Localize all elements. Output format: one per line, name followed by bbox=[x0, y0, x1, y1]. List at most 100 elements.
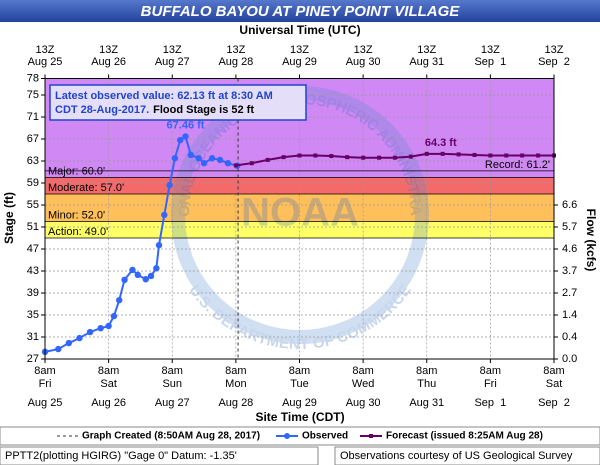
x-tick-utc-date: Aug 31 bbox=[409, 56, 444, 68]
y2-tick-label: 2.7 bbox=[562, 287, 577, 299]
point bbox=[208, 155, 216, 162]
footer-left: PPTT2(plotting HGIRG) "Gage 0" Datum: -1… bbox=[5, 450, 237, 462]
y2-tick-label: 3.7 bbox=[562, 265, 577, 277]
point bbox=[155, 241, 163, 249]
x-title: Site Time (CDT) bbox=[255, 410, 344, 424]
x-tick-weekday: Sat bbox=[100, 378, 117, 390]
x-tick-date: Sep 1 bbox=[474, 397, 506, 409]
point bbox=[171, 155, 179, 162]
y-tick-label: 59 bbox=[27, 177, 39, 189]
x-tick-utc-date: Aug 30 bbox=[346, 56, 381, 68]
x-tick-utc: 13Z bbox=[163, 44, 182, 56]
x-tick-label: 8am bbox=[289, 365, 310, 377]
x-tick-weekday: Fri bbox=[484, 378, 497, 390]
flood-label: Moderate: 57.0' bbox=[48, 182, 124, 194]
x-tick-utc: 13Z bbox=[36, 44, 55, 56]
point bbox=[200, 160, 208, 167]
watermark-text: NOAA bbox=[241, 191, 359, 235]
x-tick-label: 8am bbox=[416, 365, 437, 377]
y-tick-label: 43 bbox=[27, 265, 39, 277]
x-tick-weekday: Thu bbox=[417, 378, 436, 390]
annotation-text: Latest observed value: 62.13 ft at 8:30 … bbox=[55, 90, 273, 102]
point bbox=[153, 265, 160, 272]
footer-right: Observations courtesy of US Geological S… bbox=[340, 450, 573, 462]
x-tick-label: 8am bbox=[98, 365, 119, 377]
x-tick-label: 8am bbox=[543, 365, 564, 377]
x-tick-utc-date: Aug 26 bbox=[91, 56, 126, 68]
point bbox=[297, 153, 302, 158]
x-tick-weekday: Mon bbox=[225, 378, 246, 390]
x-tick-date: Aug 26 bbox=[91, 397, 126, 409]
y-tick-label: 67 bbox=[27, 133, 39, 145]
x-tick-utc: 13Z bbox=[290, 44, 309, 56]
point bbox=[182, 133, 189, 140]
x-tick-utc-date: Aug 28 bbox=[218, 56, 253, 68]
x-tick-utc-date: Aug 27 bbox=[155, 56, 190, 68]
x-tick-utc: 13Z bbox=[481, 44, 500, 56]
x-tick-utc-date: Sep 1 bbox=[474, 56, 506, 68]
value-label: 67.46 ft bbox=[167, 119, 205, 131]
point bbox=[65, 339, 73, 347]
annotation-text: CDT 28-Aug-2017. bbox=[55, 104, 149, 116]
point bbox=[195, 155, 202, 162]
y-tick-label: 63 bbox=[27, 155, 39, 167]
point bbox=[488, 153, 493, 158]
plot-frame bbox=[44, 78, 555, 360]
point bbox=[129, 266, 136, 274]
point bbox=[504, 153, 509, 158]
x-tick-date: Aug 27 bbox=[155, 397, 190, 409]
y2-tick-label: 0.4 bbox=[562, 331, 577, 343]
point bbox=[97, 325, 104, 332]
point bbox=[233, 163, 238, 168]
flood-label: Action: 49.0' bbox=[48, 226, 108, 238]
point bbox=[161, 211, 168, 219]
point bbox=[116, 296, 123, 304]
x-tick-label: 8am bbox=[162, 365, 183, 377]
x-tick-date: Aug 31 bbox=[409, 397, 444, 409]
x-tick-weekday: Wed bbox=[352, 378, 374, 390]
point bbox=[134, 271, 141, 279]
point bbox=[86, 328, 94, 336]
x-tick-date: Aug 30 bbox=[346, 397, 381, 409]
footer-box bbox=[0, 446, 319, 465]
x-tick-weekday: Fri bbox=[39, 378, 52, 390]
point bbox=[408, 154, 413, 159]
y2-tick-label: 1.4 bbox=[562, 309, 577, 321]
point bbox=[216, 156, 224, 164]
point bbox=[224, 160, 232, 167]
flood-label: Major: 60.0' bbox=[48, 165, 105, 177]
y-tick-label: 31 bbox=[27, 331, 39, 343]
point bbox=[76, 334, 83, 342]
y2-tick-label: 4.6 bbox=[562, 243, 577, 255]
x-tick-utc: 13Z bbox=[226, 44, 245, 56]
x-tick-utc: 13Z bbox=[99, 44, 118, 56]
point bbox=[440, 151, 445, 156]
x-tick-utc: 13Z bbox=[417, 44, 436, 56]
point bbox=[147, 272, 155, 280]
point bbox=[392, 155, 397, 160]
point bbox=[166, 182, 173, 189]
footer-box bbox=[334, 446, 600, 465]
y-tick-label: 51 bbox=[27, 221, 39, 233]
y2-title: Flow (kcfs) bbox=[584, 209, 598, 272]
x-tick-weekday: Sat bbox=[546, 378, 563, 390]
y-tick-label: 27 bbox=[27, 353, 39, 365]
point bbox=[377, 155, 382, 160]
x-tick-utc-date: Aug 29 bbox=[282, 56, 317, 68]
y-tick-label: 55 bbox=[27, 199, 39, 211]
point bbox=[110, 312, 118, 320]
x-tick-label: 8am bbox=[34, 365, 55, 377]
y-tick-label: 78 bbox=[27, 72, 39, 84]
x-tick-utc-date: Aug 25 bbox=[28, 56, 63, 68]
x-tick-utc-date: Sep 2 bbox=[538, 56, 570, 68]
point bbox=[281, 155, 286, 160]
flood-label: Minor: 52.0' bbox=[48, 209, 105, 221]
y2-tick-label: 0.0 bbox=[562, 353, 577, 365]
x-tick-date: Aug 25 bbox=[28, 397, 63, 409]
point bbox=[536, 153, 541, 158]
point bbox=[520, 153, 525, 158]
y2-tick-label: 5.7 bbox=[562, 221, 577, 233]
legend-label: Forecast (issued 8:25AM Aug 28) bbox=[386, 431, 543, 442]
y-tick-label: 39 bbox=[27, 287, 39, 299]
